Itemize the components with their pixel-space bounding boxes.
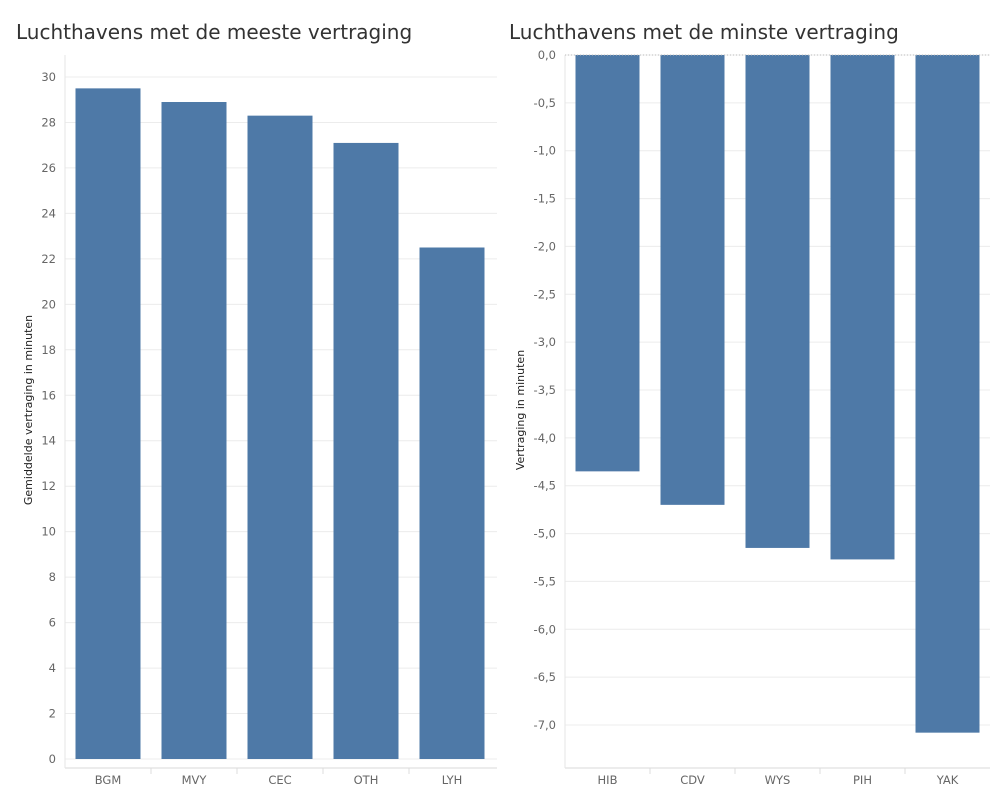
x-tick-label: MVY [182, 773, 208, 787]
y-tick-label: -6,5 [534, 670, 556, 684]
bar-cec [247, 115, 313, 759]
x-tick-label: LYH [442, 773, 463, 787]
y-tick-label: -6,0 [534, 622, 556, 636]
chart-title-least-delay: Luchthavens met de minste vertraging [509, 20, 899, 44]
y-tick-label: -2,0 [534, 239, 556, 253]
y-axis-label: Gemiddelde vertraging in minuten [22, 315, 35, 505]
y-tick-label: 10 [41, 525, 56, 539]
x-tick-label: HIB [598, 773, 618, 787]
y-tick-label: 24 [41, 206, 56, 220]
y-tick-label: 0,0 [538, 48, 556, 62]
x-tick-label: BGM [95, 773, 122, 787]
y-tick-label: 16 [41, 388, 56, 402]
y-tick-label: 12 [41, 479, 56, 493]
bar-yak [915, 55, 980, 733]
y-tick-label: -2,5 [534, 287, 556, 301]
y-tick-label: 22 [41, 252, 56, 266]
bar-wys [745, 55, 810, 548]
y-tick-label: -1,0 [534, 144, 556, 158]
bar-bgm [75, 88, 141, 759]
bar-lyh [419, 247, 485, 759]
bar-mvy [161, 102, 227, 760]
y-tick-label: -7,0 [534, 718, 556, 732]
y-tick-label: -3,0 [534, 335, 556, 349]
bar-pih [830, 55, 895, 560]
y-axis-label: Vertraging in minuten [514, 350, 527, 470]
bar-cdv [660, 55, 725, 505]
y-tick-label: -5,5 [534, 574, 556, 588]
y-tick-label: 0 [49, 752, 56, 766]
x-tick-label: WYS [765, 773, 791, 787]
y-tick-label: 2 [49, 707, 56, 721]
y-tick-label: -3,5 [534, 383, 556, 397]
y-tick-label: 18 [41, 343, 56, 357]
chart-1: 0,0 -0,5 -1,0 -1,5 -2,0 -2,5 -3,0 -3,5 -4,0 -4,5 -… [514, 48, 990, 787]
y-tick-label: 4 [49, 661, 56, 675]
y-tick-label: 6 [49, 616, 56, 630]
y-tick-label: 30 [41, 70, 56, 84]
x-tick-label: OTH [354, 773, 379, 787]
chart-title-most-delay: Luchthavens met de meeste vertraging [16, 20, 413, 44]
y-tick-label: 28 [41, 115, 56, 129]
y-tick-label: 8 [49, 570, 56, 584]
x-tick-label: PIH [853, 773, 872, 787]
y-tick-label: -0,5 [534, 96, 556, 110]
x-tick-label: CDV [680, 773, 705, 787]
x-tick-label: CEC [268, 773, 291, 787]
y-tick-label: -5,0 [534, 527, 556, 541]
y-tick-label: 20 [41, 297, 56, 311]
y-tick-label: 26 [41, 161, 56, 175]
bar-hib [575, 55, 640, 472]
y-tick-label: -4,5 [534, 479, 556, 493]
y-tick-label: 14 [41, 434, 56, 448]
y-tick-label: -4,0 [534, 431, 556, 445]
x-tick-label: YAK [936, 773, 959, 787]
y-tick-label: -1,5 [534, 192, 556, 206]
bar-oth [333, 142, 399, 760]
